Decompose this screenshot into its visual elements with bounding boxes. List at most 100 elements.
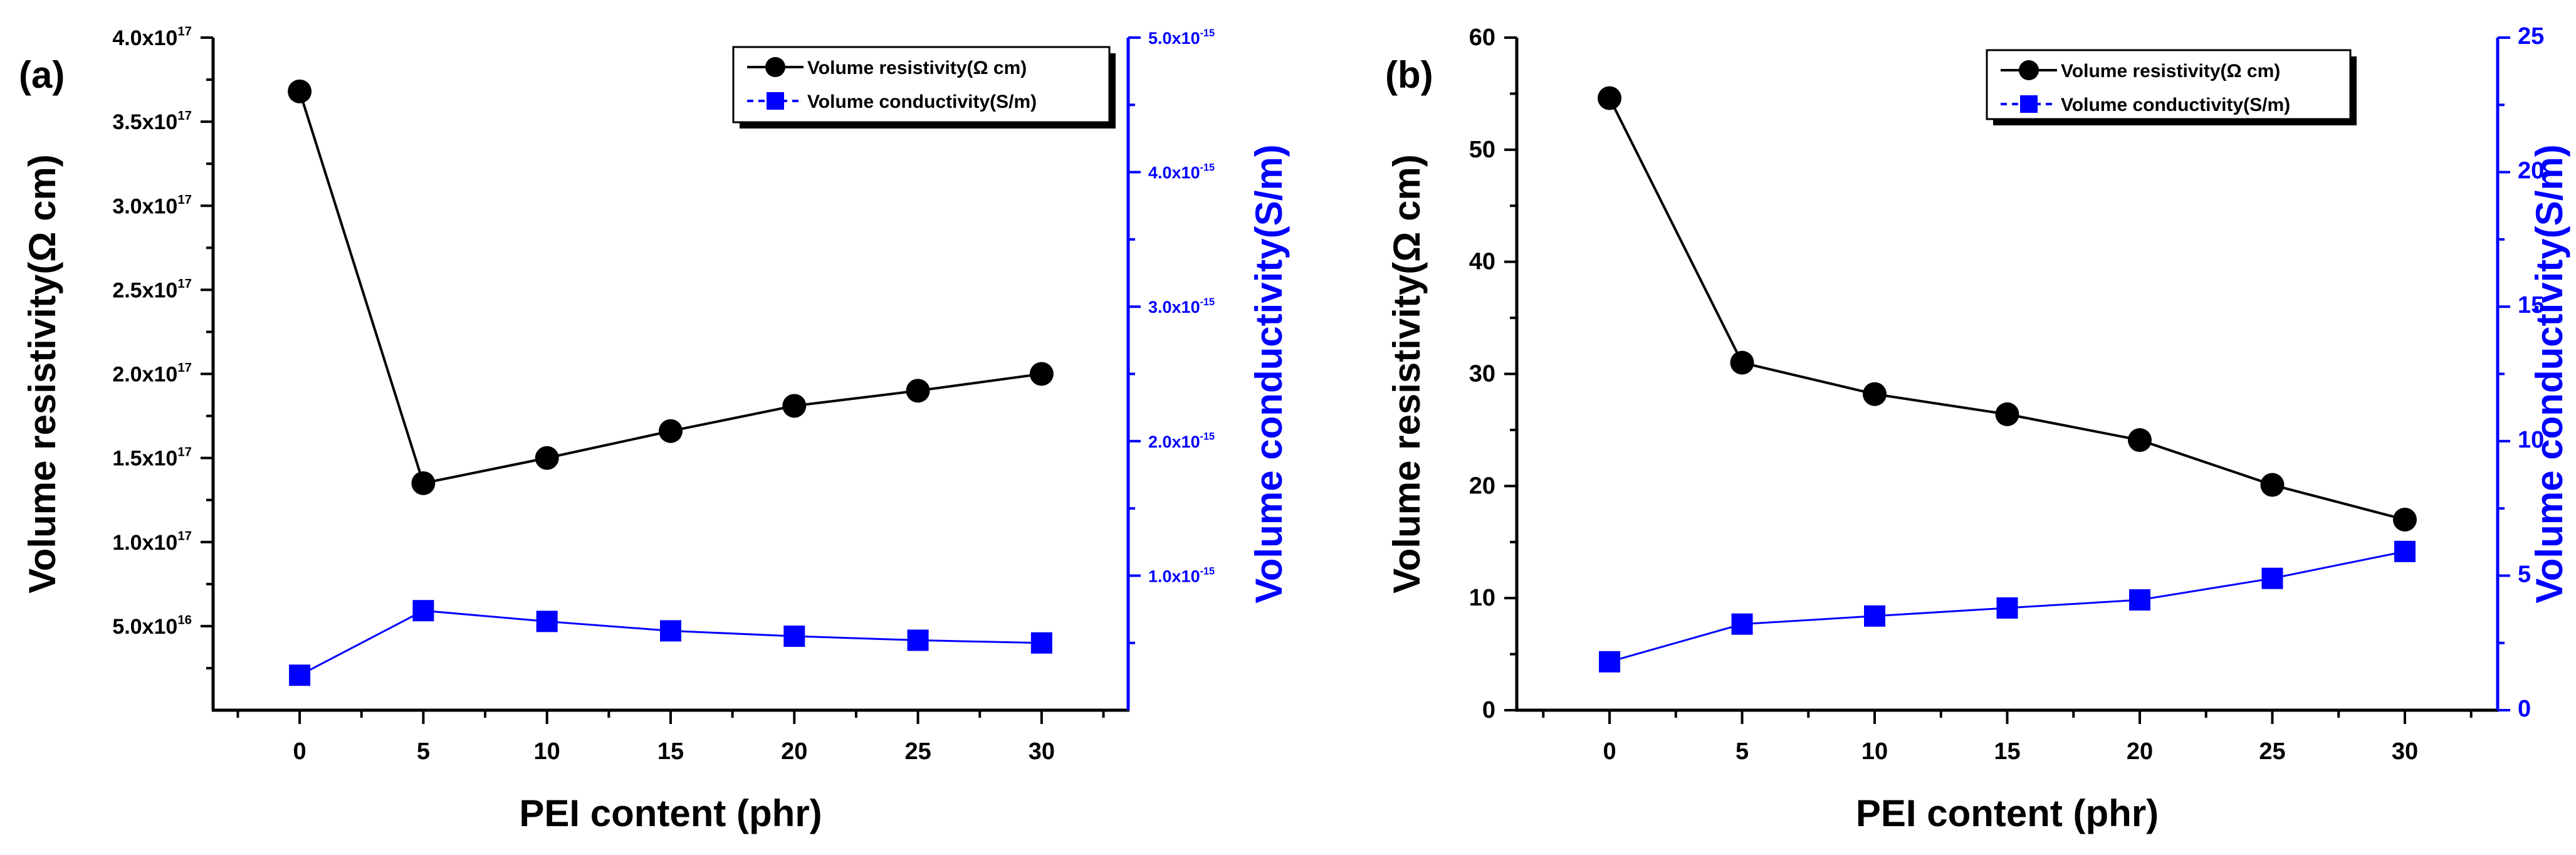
y-left-tick-label: 20 <box>1469 473 1495 499</box>
y-left-tick-label-mantissa: 3.5x10 <box>112 110 177 134</box>
x-tick-label: 25 <box>904 738 931 765</box>
y-left-tick-label: 50 <box>1469 137 1495 163</box>
y-left-tick-label-mantissa: 5.0x10 <box>112 615 177 639</box>
y-right-tick-label: 2.0x10-15 <box>1148 431 1215 451</box>
chart-panel-0: 0 5 10 15 20 25 305.0x10161.0x10171.5x10172.0x… <box>19 25 1290 834</box>
y-right-tick-label: 20 <box>2518 158 2544 184</box>
x-tick-label: 15 <box>657 738 684 765</box>
resistivity-point <box>906 379 930 403</box>
legend-box <box>1986 49 2352 120</box>
y-left-tick-label-exponent: 17 <box>177 25 192 39</box>
y-right-axis-title: Volume conductivity(S/m) <box>1248 144 1290 603</box>
panel-label: (b) <box>1385 54 1433 96</box>
resistivity-point <box>411 471 436 495</box>
y-left-tick-label-mantissa: 1.5x10 <box>112 447 177 471</box>
resistivity-point <box>1029 362 1054 386</box>
y-left-tick-label: 3.0x1017 <box>112 193 192 218</box>
x-tick-label: 20 <box>2127 738 2153 765</box>
x-tick-label: 0 <box>1603 738 1616 765</box>
y-right-tick-label-mantissa: 2.0x10 <box>1148 433 1200 451</box>
y-left-axis-title: Volume resistivity(Ω cm) <box>21 154 63 594</box>
resistivity-point <box>2260 473 2285 497</box>
y-left-tick-label: 1.5x1017 <box>112 445 192 470</box>
resistivity-point <box>1863 382 1887 406</box>
y-left-tick-label: 40 <box>1469 249 1495 275</box>
legend-circle-marker <box>765 57 785 77</box>
y-left-tick-label: 3.5x1017 <box>112 109 192 134</box>
y-left-axis-title: Volume resistivity(Ω cm) <box>1386 154 1428 594</box>
y-left-tick-label: 0 <box>1482 697 1495 723</box>
legend: Volume resistivity(Ω cm) Volume conductiv… <box>732 46 1116 129</box>
y-right-axis-title: Volume conductivity(S/m) <box>2528 144 2570 603</box>
y-left-tick-label: 30 <box>1469 361 1495 387</box>
y-right-tick-label: 15 <box>2518 292 2544 318</box>
y-left-tick-label-exponent: 17 <box>177 529 192 543</box>
x-tick-label: 15 <box>1994 738 2020 765</box>
y-right-tick-label-exponent: -15 <box>1200 162 1215 173</box>
legend-square-marker <box>2020 95 2038 113</box>
conductivity-point <box>783 625 805 647</box>
x-tick-label: 10 <box>1861 738 1888 765</box>
x-tick-label: 5 <box>417 738 430 765</box>
y-right-tick-label-mantissa: 20 <box>2518 158 2544 184</box>
y-left-tick-label-mantissa: 1.0x10 <box>112 531 177 555</box>
legend-label: Volume conductivity(S/m) <box>807 92 1037 112</box>
conductivity-point <box>1030 632 1052 654</box>
y-left-tick-label-mantissa: 3.0x10 <box>112 194 177 218</box>
y-right-tick-label-exponent: -15 <box>1200 431 1215 443</box>
conductivity-point <box>1864 605 1886 627</box>
y-right-tick-label-mantissa: 5.0x10 <box>1148 29 1200 48</box>
y-right-tick-label: 25 <box>2518 23 2544 50</box>
y-right-tick-label-mantissa: 0 <box>2518 696 2531 722</box>
y-left-tick-label: 10 <box>1469 585 1495 611</box>
resistivity-point <box>288 79 312 103</box>
y-right-tick-label-mantissa: 5 <box>2518 561 2531 587</box>
y-right-tick-label-exponent: -15 <box>1200 28 1215 39</box>
y-left-tick-label-mantissa: 40 <box>1469 249 1495 275</box>
y-left-tick-label-mantissa: 2.0x10 <box>112 363 177 387</box>
x-tick-label: 25 <box>2259 738 2285 765</box>
y-left-tick-label-exponent: 17 <box>177 277 192 291</box>
y-left-tick-label: 60 <box>1469 24 1495 51</box>
resistivity-point <box>2127 428 2152 453</box>
y-right-tick-label: 10 <box>2518 427 2544 453</box>
conductivity-point <box>536 611 558 632</box>
resistivity-point <box>535 446 559 470</box>
y-left-tick-label-mantissa: 50 <box>1469 137 1495 163</box>
y-right-tick-label: 5 <box>2518 561 2531 587</box>
conductivity-point <box>660 620 681 642</box>
conductivity-point <box>2128 589 2150 611</box>
y-right-tick-label-mantissa: 3.0x10 <box>1148 298 1200 317</box>
panel-label: (a) <box>19 54 65 96</box>
y-left-tick-label-mantissa: 4.0x10 <box>112 26 177 50</box>
legend-square-marker <box>767 92 784 110</box>
conductivity-point <box>289 664 311 686</box>
y-left-tick-label-mantissa: 60 <box>1469 24 1495 51</box>
x-tick-label: 30 <box>2392 738 2418 765</box>
resistivity-point <box>1730 350 1754 375</box>
resistivity-point <box>659 419 683 443</box>
x-axis-title: PEI content (phr) <box>1856 792 2159 834</box>
y-right-tick-label-exponent: -15 <box>1200 565 1215 577</box>
y-left-tick-label: 2.0x1017 <box>112 361 192 386</box>
y-right-tick-label-mantissa: 4.0x10 <box>1148 164 1200 182</box>
y-left-tick-label-exponent: 16 <box>177 614 192 627</box>
y-right-tick-label-mantissa: 10 <box>2518 427 2544 453</box>
y-right-tick-label-mantissa: 1.0x10 <box>1148 567 1200 585</box>
y-right-tick-label: 0 <box>2518 696 2531 722</box>
y-right-tick-label: 3.0x10-15 <box>1148 296 1215 317</box>
y-left-tick-label: 5.0x1016 <box>112 614 192 639</box>
conductivity-point <box>1731 613 1753 635</box>
resistivity-point <box>1598 86 1622 110</box>
x-tick-label: 5 <box>1736 738 1749 765</box>
conductivity-point <box>412 600 434 622</box>
y-left-tick-label-exponent: 17 <box>177 361 192 375</box>
legend-label: Volume conductivity(S/m) <box>2061 95 2290 115</box>
legend: Volume resistivity(Ω cm) Volume conductiv… <box>1986 49 2357 125</box>
resistivity-series-line <box>1608 97 2406 521</box>
legend-circle-marker <box>2019 60 2039 80</box>
y-left-tick-label: 1.0x1017 <box>112 529 192 554</box>
y-left-tick-label-exponent: 17 <box>177 445 192 459</box>
y-left-tick-label-mantissa: 20 <box>1469 473 1495 499</box>
